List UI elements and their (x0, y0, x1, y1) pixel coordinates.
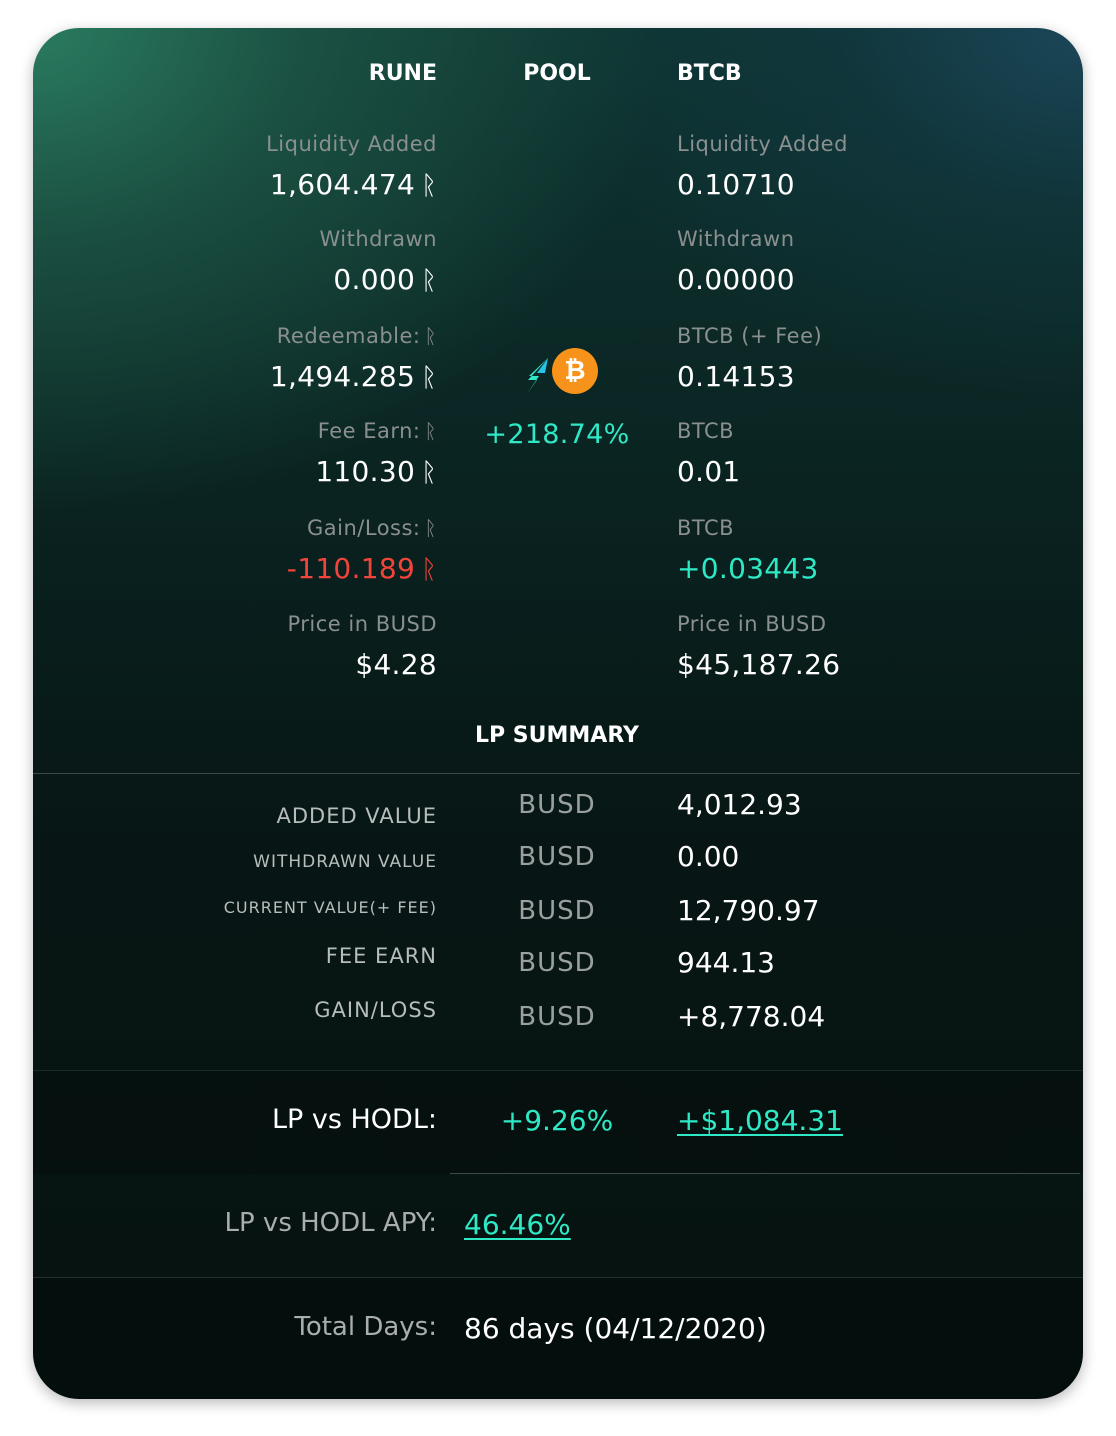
btcb-gain-loss-label: BTCB (677, 516, 735, 540)
rune-liquidity-added-label: Liquidity Added (266, 132, 437, 156)
summary-withdrawn-value-unit: BUSD (518, 842, 596, 872)
pool-column-header: POOL (523, 61, 591, 86)
lp-vs-hodl-label: LP vs HODL: (271, 1104, 437, 1135)
btcb-fee-earn-value: 0.01 (677, 455, 741, 488)
rune-symbol-icon: ᚱ (424, 516, 437, 540)
lp-vs-hodl-row (33, 1070, 1083, 1174)
summary-current-value-unit: BUSD (518, 896, 596, 926)
summary-gain-loss-amount: +8,778.04 (677, 1000, 826, 1033)
summary-added-value-amount: 4,012.93 (677, 788, 802, 821)
hodl-divider (450, 1173, 1080, 1174)
lp-vs-hodl-apy-label: LP vs HODL APY: (224, 1208, 438, 1238)
summary-added-value-label: ADDED VALUE (276, 804, 437, 828)
pool-percent: +218.74% (484, 419, 630, 450)
bitcoin-icon: ₿ (552, 348, 598, 394)
rune-liquidity-added-value: 1,604.474 ᚱ (269, 168, 437, 201)
btcb-gain-loss-value: +0.03443 (677, 552, 819, 585)
btcb-column-header: BTCB (677, 61, 742, 86)
btcb-price-label: Price in BUSD (677, 612, 827, 636)
summary-divider (33, 773, 1080, 774)
summary-withdrawn-value-amount: 0.00 (677, 840, 740, 873)
rune-symbol-icon: ᚱ (424, 419, 437, 443)
rune-fee-earn-label: Fee Earn: ᚱ (317, 419, 437, 443)
btcb-withdrawn-value: 0.00000 (677, 263, 795, 296)
pool-icons: ₿ (523, 346, 603, 398)
rune-symbol-icon: ᚱ (421, 363, 437, 393)
summary-added-value-unit: BUSD (518, 790, 596, 820)
lp-vs-hodl-amount-link[interactable]: +$1,084.31 (677, 1104, 843, 1137)
rune-symbol-icon: ᚱ (421, 266, 437, 296)
rune-redeemable-value: 1,494.285 ᚱ (269, 360, 437, 393)
rune-gain-loss-label: Gain/Loss: ᚱ (307, 516, 437, 540)
summary-gain-loss-unit: BUSD (518, 1002, 596, 1032)
lp-vs-hodl-percent: +9.26% (500, 1104, 614, 1137)
rune-symbol-icon: ᚱ (421, 555, 437, 585)
btcb-withdrawn-label: Withdrawn (677, 227, 795, 251)
total-days-label: Total Days: (294, 1312, 437, 1342)
thorchain-bolt-icon (527, 358, 548, 394)
btcb-liquidity-added-label: Liquidity Added (677, 132, 848, 156)
total-days-row (33, 1277, 1083, 1399)
summary-fee-earn-label: FEE EARN (325, 944, 437, 968)
rune-fee-earn-value: 110.30 ᚱ (315, 455, 437, 488)
btcb-fee-earn-label: BTCB (677, 419, 735, 443)
summary-current-value-label: CURRENT VALUE(+ FEE) (223, 898, 437, 917)
summary-fee-earn-amount: 944.13 (677, 946, 775, 979)
lp-summary-title: LP SUMMARY (475, 723, 639, 748)
summary-fee-earn-unit: BUSD (518, 948, 596, 978)
rune-symbol-icon: ᚱ (421, 171, 437, 201)
btcb-liquidity-added-value: 0.10710 (677, 168, 795, 201)
rune-symbol-icon: ᚱ (424, 324, 437, 348)
lp-vs-hodl-apy-link[interactable]: 46.46% (464, 1208, 571, 1241)
summary-gain-loss-label: GAIN/LOSS (314, 998, 437, 1022)
summary-withdrawn-value-label: WITHDRAWN VALUE (253, 852, 437, 872)
rune-symbol-icon: ᚱ (421, 458, 437, 488)
rune-withdrawn-label: Withdrawn (319, 227, 437, 251)
lp-card: RUNE POOL BTCB Liquidity Added 1,604.474… (33, 28, 1083, 1399)
rune-price-value: $4.28 (355, 648, 437, 681)
rune-column-header: RUNE (368, 61, 437, 86)
btcb-fee-label: BTCB (+ Fee) (677, 324, 823, 348)
total-days-value: 86 days (04/12/2020) (464, 1312, 767, 1345)
btcb-fee-value: 0.14153 (677, 360, 795, 393)
rune-gain-loss-value: -110.189 ᚱ (286, 552, 437, 585)
summary-current-value-amount: 12,790.97 (677, 894, 820, 927)
rune-price-label: Price in BUSD (287, 612, 437, 636)
rune-redeemable-label: Redeemable: ᚱ (276, 324, 437, 348)
rune-withdrawn-value: 0.000 ᚱ (333, 263, 437, 296)
btcb-price-value: $45,187.26 (677, 648, 841, 681)
